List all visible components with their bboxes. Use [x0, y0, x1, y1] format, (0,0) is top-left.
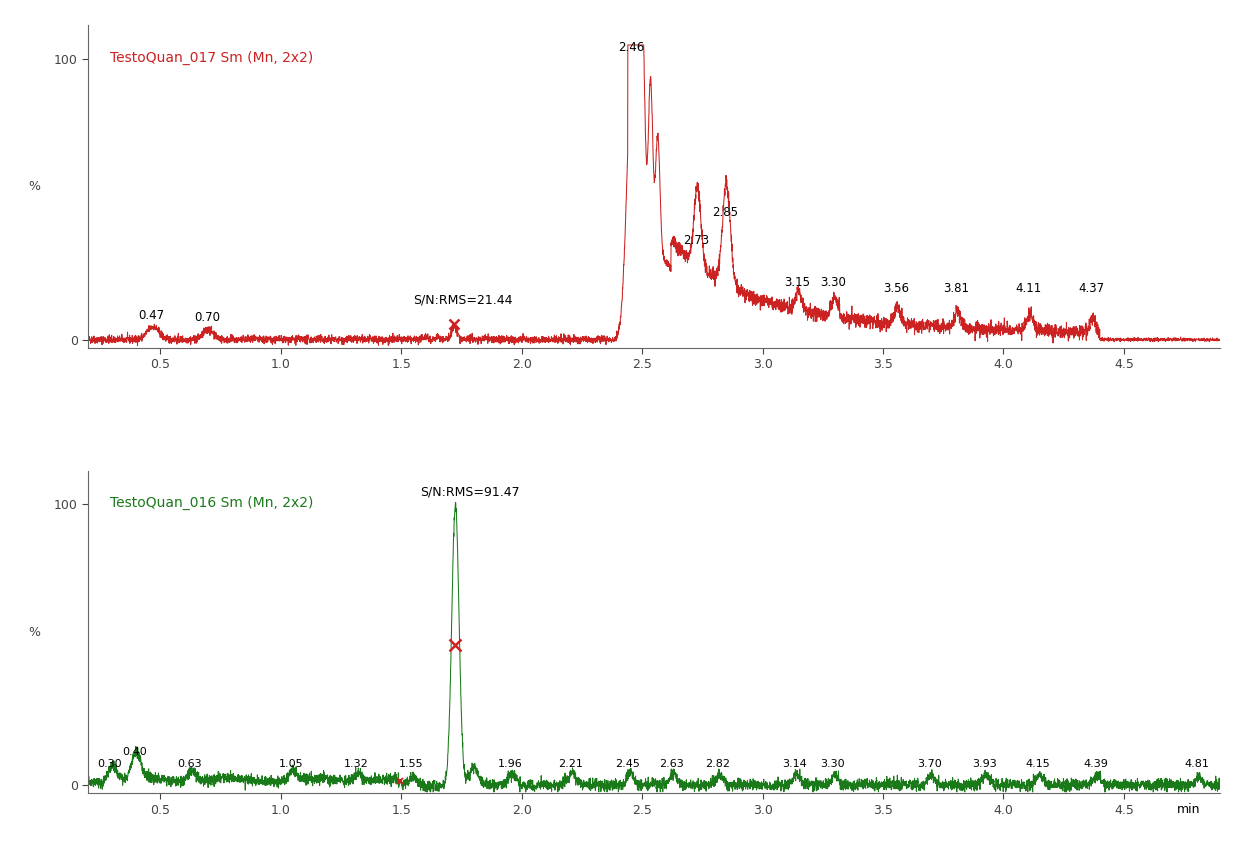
Text: 1.55: 1.55 [399, 759, 424, 769]
Text: 3.15: 3.15 [784, 276, 810, 289]
Text: TestoQuan_017 Sm (Mn, 2x2): TestoQuan_017 Sm (Mn, 2x2) [109, 51, 313, 65]
Text: 0.70: 0.70 [194, 311, 220, 324]
Text: 4.15: 4.15 [1025, 759, 1050, 769]
Text: 1.32: 1.32 [343, 759, 369, 769]
Text: 3.81: 3.81 [944, 282, 969, 295]
Text: S/N:RMS=91.47: S/N:RMS=91.47 [420, 486, 520, 499]
Text: 4.39: 4.39 [1083, 759, 1108, 769]
Text: %: % [29, 625, 40, 639]
Text: 4.11: 4.11 [1015, 282, 1042, 295]
Text: 2.85: 2.85 [712, 206, 738, 219]
Text: 0.47: 0.47 [138, 309, 165, 322]
Text: 0.30: 0.30 [98, 759, 122, 769]
Text: 3.93: 3.93 [972, 759, 996, 769]
Text: 2.63: 2.63 [659, 759, 684, 769]
Text: S/N:RMS=21.44: S/N:RMS=21.44 [414, 293, 513, 306]
Text: %: % [29, 180, 40, 193]
Text: 2.46: 2.46 [618, 41, 644, 53]
Text: 2.45: 2.45 [615, 759, 640, 769]
Text: 1.96: 1.96 [498, 759, 522, 769]
Text: 3.70: 3.70 [917, 759, 941, 769]
Text: 4.37: 4.37 [1078, 282, 1105, 295]
Text: 2.82: 2.82 [704, 759, 730, 769]
Text: TestoQuan_016 Sm (Mn, 2x2): TestoQuan_016 Sm (Mn, 2x2) [109, 496, 313, 511]
Text: 3.30: 3.30 [820, 276, 847, 289]
Text: 3.14: 3.14 [781, 759, 806, 769]
Text: 1.05: 1.05 [278, 759, 303, 769]
Text: 4.81: 4.81 [1184, 759, 1209, 769]
Text: 0.63: 0.63 [177, 759, 201, 769]
Text: min: min [1177, 803, 1200, 816]
Text: 2.21: 2.21 [557, 759, 582, 769]
Text: 2.73: 2.73 [683, 234, 710, 247]
Text: 3.56: 3.56 [883, 282, 910, 295]
Text: 3.30: 3.30 [820, 759, 845, 769]
Text: 0.40: 0.40 [122, 748, 146, 757]
